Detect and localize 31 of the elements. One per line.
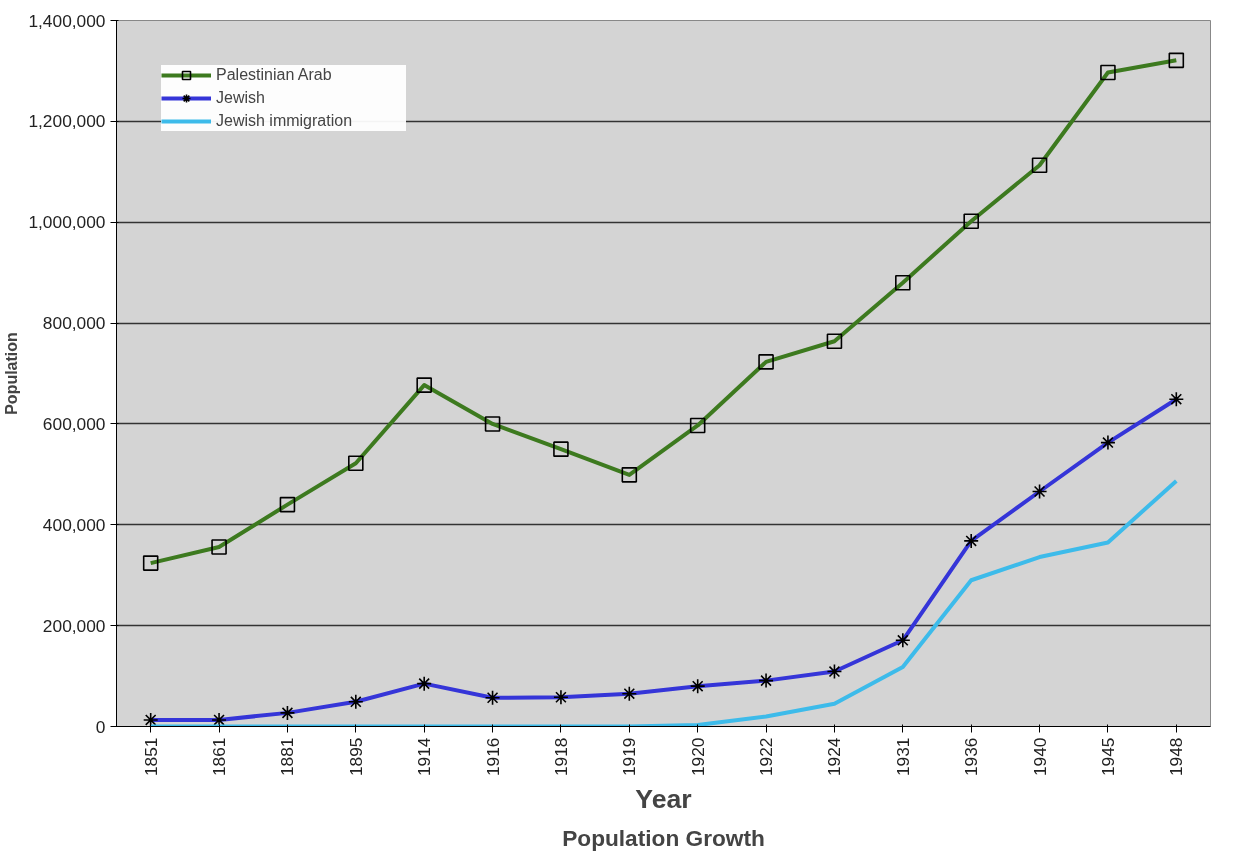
x-tick-label: 1919 [619, 737, 640, 777]
x-tick-label: 1936 [961, 737, 982, 777]
x-tick-label: 1851 [140, 737, 161, 777]
legend-label: Jewish [216, 89, 266, 107]
legend-label: Jewish immigration [216, 112, 354, 130]
y-tick-label: 1,200,000 [28, 111, 106, 132]
x-tick-label: 1918 [550, 737, 571, 777]
x-tick-label: 1948 [1166, 737, 1187, 777]
x-tick-label: 1940 [1029, 737, 1050, 777]
x-tick-label: 1920 [687, 737, 708, 777]
y-tick-label: 600,000 [42, 413, 106, 434]
x-tick-label: 1881 [277, 737, 298, 777]
x-tick-label: 1922 [756, 737, 777, 777]
x-tick-label: 1916 [482, 737, 503, 777]
x-tick-label: 1931 [892, 737, 913, 777]
y-tick-label: 1,400,000 [28, 10, 106, 31]
x-tick-label: 1861 [209, 737, 230, 777]
x-tick-label: 1914 [414, 737, 435, 777]
x-tick-label: 1895 [345, 737, 366, 777]
x-tick-label: 1924 [824, 737, 845, 777]
y-tick-label: 400,000 [42, 514, 106, 535]
text: Population Growth [562, 824, 765, 851]
x-tick-label: 1945 [1097, 737, 1118, 777]
legend-label: Palestinian Arab [216, 66, 333, 84]
x-axis-title: Year [635, 784, 692, 815]
y-tick-label: 0 [95, 716, 106, 737]
line-series [148, 478, 1179, 727]
y-tick-label: 800,000 [42, 313, 106, 334]
y-tick-label: 1,000,000 [28, 212, 106, 233]
y-axis-title: Population [3, 332, 21, 415]
y-tick-label: 200,000 [42, 615, 106, 636]
